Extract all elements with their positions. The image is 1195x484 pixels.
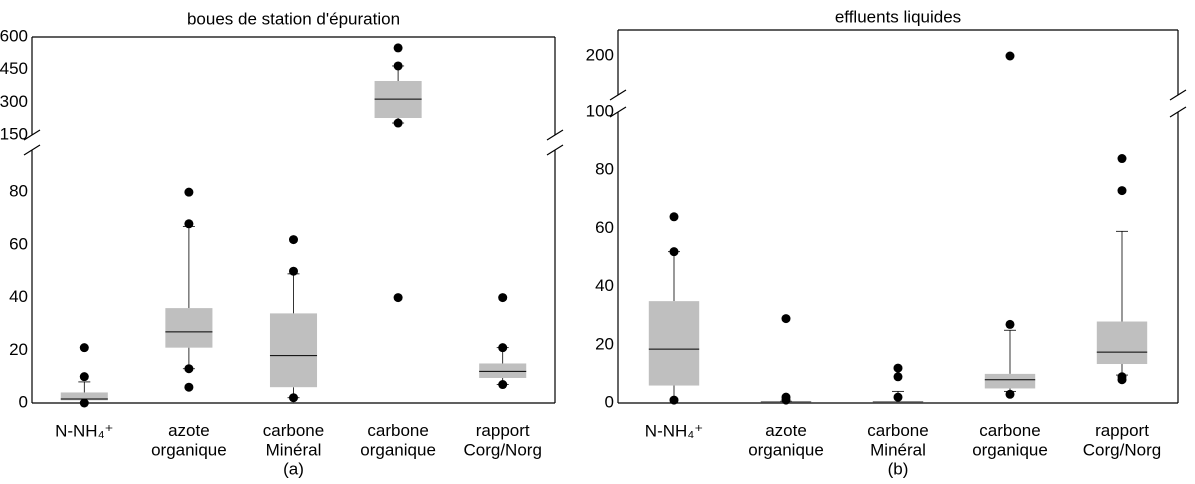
x-tick-label: rapport Corg/Norg <box>463 421 541 460</box>
y-tick-label: 60 <box>9 234 28 253</box>
outlier <box>781 314 791 324</box>
axis-break <box>609 89 627 101</box>
x-tick-label: azote organique <box>151 421 227 460</box>
x-tick-label: N-NH₄⁺ <box>55 421 113 440</box>
y-tick-label: 200 <box>586 45 614 64</box>
outlier <box>393 118 403 128</box>
y-tick-label: 40 <box>9 287 28 306</box>
y-tick-label: 20 <box>9 340 28 359</box>
outlier <box>184 219 194 229</box>
y-tick-label: 450 <box>0 59 28 78</box>
outlier <box>184 364 194 374</box>
y-tick-label: 600 <box>0 26 28 45</box>
outlier <box>498 343 508 353</box>
y-tick-label: 20 <box>595 334 614 353</box>
x-tick-label: carbone Minéral <box>867 421 928 460</box>
outlier <box>393 293 403 303</box>
axis-break <box>1169 106 1187 118</box>
outlier <box>1117 186 1127 196</box>
box <box>60 392 108 401</box>
axis-break <box>1169 89 1187 101</box>
y-tick-label: 0 <box>605 392 614 411</box>
axis-break <box>546 144 564 156</box>
x-tick-label: carbone organique <box>360 421 436 460</box>
caption: (b) <box>888 459 909 478</box>
outlier <box>669 395 679 405</box>
outlier <box>184 187 194 197</box>
outlier <box>289 266 298 276</box>
outlier <box>79 343 89 353</box>
x-tick-label: rapport Corg/Norg <box>1083 421 1161 460</box>
outlier <box>893 392 903 402</box>
y-tick-label: 300 <box>0 92 28 111</box>
caption: (a) <box>283 459 304 478</box>
box <box>984 373 1036 389</box>
y-tick-label: 60 <box>595 218 614 237</box>
chart-title: effluents liquides <box>835 7 961 26</box>
box <box>648 301 700 386</box>
outlier <box>289 235 298 245</box>
outlier <box>893 363 903 373</box>
box <box>1096 321 1148 365</box>
outlier <box>184 382 194 392</box>
outlier <box>1005 319 1015 329</box>
outlier <box>1005 389 1015 399</box>
outlier <box>498 293 508 303</box>
y-tick-label: 100 <box>586 101 614 120</box>
y-tick-label: 40 <box>595 276 614 295</box>
panel: boues de station d'épuration (a) 0 20 40 60 80… <box>0 9 564 478</box>
axis-break <box>23 144 41 156</box>
axis-break <box>609 106 627 118</box>
y-tick-label: 150 <box>0 124 28 143</box>
outlier <box>669 212 679 222</box>
outlier <box>893 372 903 382</box>
box <box>165 308 213 348</box>
panel: effluents liquides (b) 0 20 40 60 80 100 200 N-NH… <box>586 7 1187 478</box>
outlier <box>79 398 89 408</box>
x-tick-label: azote organique <box>748 421 824 460</box>
axis-break <box>546 129 564 141</box>
box <box>269 313 318 388</box>
outlier <box>1117 375 1127 385</box>
outlier <box>781 395 791 405</box>
outlier <box>393 43 403 53</box>
x-tick-label: carbone Minéral <box>263 421 324 460</box>
y-tick-label: 0 <box>19 392 28 411</box>
box <box>479 363 527 378</box>
axis-break <box>23 129 41 141</box>
outlier <box>289 393 298 403</box>
outlier <box>1005 51 1015 61</box>
chart-title: boues de station d'épuration <box>187 9 400 28</box>
x-tick-label: N-NH₄⁺ <box>645 421 703 440</box>
outlier <box>669 247 679 257</box>
outlier <box>498 380 508 390</box>
outlier <box>1117 154 1127 164</box>
y-tick-label: 80 <box>595 160 614 179</box>
x-tick-label: carbone organique <box>972 421 1048 460</box>
outlier <box>79 372 89 382</box>
outlier <box>393 61 403 71</box>
y-tick-label: 80 <box>9 182 28 201</box>
